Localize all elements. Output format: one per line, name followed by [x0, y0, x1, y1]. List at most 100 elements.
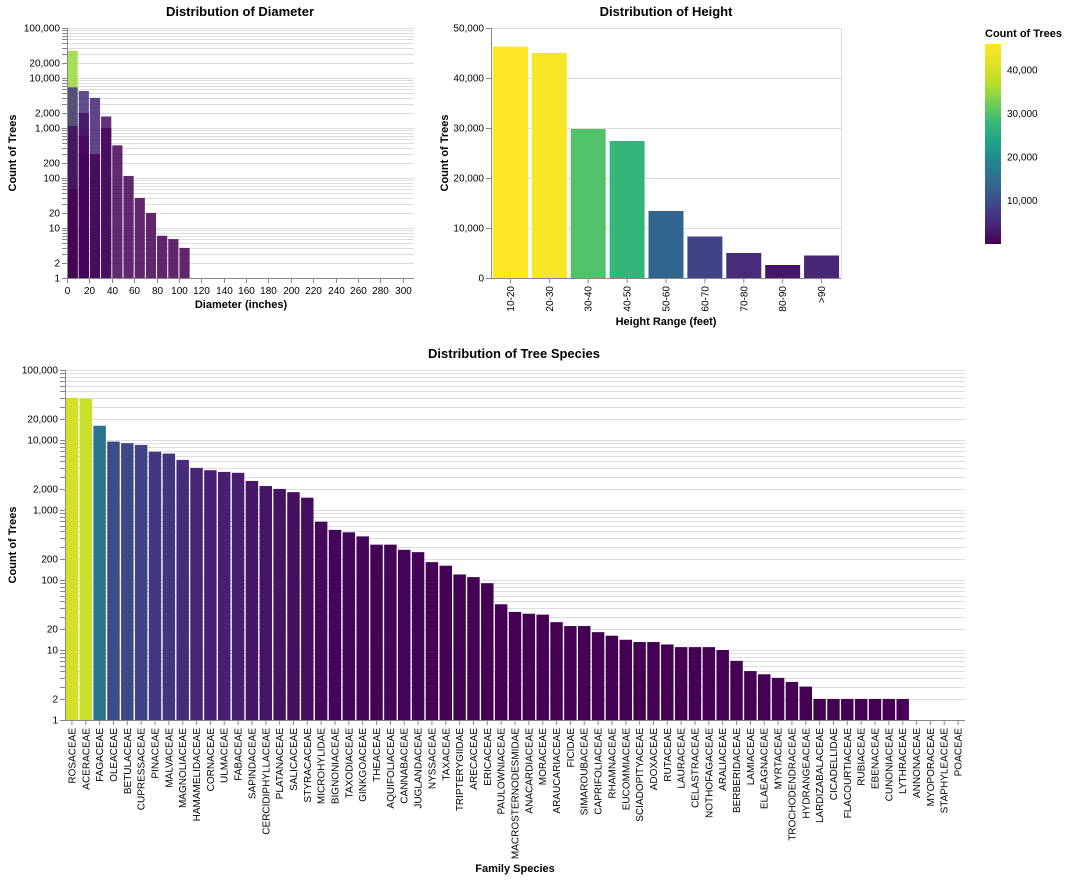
species-x-tick-label: ERICACEAE [483, 728, 494, 786]
height-bar [765, 265, 801, 278]
height-bar [492, 46, 528, 278]
species-chart: Distribution of Tree Species 1 2 10 20 100 20… [7, 346, 965, 875]
height-x-tick-label: 10-20 [506, 286, 517, 312]
diameter-bar [78, 154, 89, 278]
species-x-tick-label: POACEAE [954, 728, 965, 777]
diameter-x-tick-label: 160 [238, 286, 255, 297]
species-bar [619, 639, 632, 720]
species-bar [328, 529, 342, 720]
species-bar [758, 674, 771, 720]
height-bar [687, 236, 723, 278]
species-bar [93, 425, 106, 720]
species-bar [661, 644, 674, 720]
legend-gradient-bar [985, 44, 1001, 244]
species-y-tick-label: 100,000 [22, 366, 59, 377]
height-y-tick-label: 30,000 [453, 124, 484, 135]
species-bar [785, 681, 799, 720]
diameter-y-tick-label: 10,000 [29, 74, 60, 85]
height-y-tick-label: 10,000 [453, 224, 484, 235]
height-y-tick-label: 50,000 [453, 24, 484, 35]
diameter-x-tick-label: 260 [350, 286, 367, 297]
species-x-tick-label: ARECACEAE [469, 728, 480, 790]
species-x-tick-label: CORNACEAE [206, 728, 217, 792]
diameter-axes: 1210201002001,0002,00010,00020,000100,00… [24, 24, 414, 297]
height-y-tick-label: 20,000 [453, 174, 484, 185]
species-bar [190, 467, 203, 720]
species-y-tick-label: 2 [52, 694, 58, 705]
species-x-tick-label: TAXACEAE [441, 728, 452, 781]
species-bar [827, 698, 840, 720]
species-x-tick-label: MYRTACEAE [774, 728, 785, 790]
species-x-tick-label: MAGNOLIACEAE [178, 728, 189, 808]
species-y-tick-label: 1,000 [33, 506, 58, 517]
species-bar [647, 642, 660, 720]
height-x-tick-label: 20-30 [545, 286, 556, 312]
height-y-tick-label: 40,000 [453, 74, 484, 85]
species-x-tick-label: TAXODIACEAE [344, 728, 355, 799]
diameter-x-tick-label: 60 [129, 286, 141, 297]
species-bar [245, 480, 259, 720]
height-chart-title: Distribution of Height [600, 4, 734, 19]
species-x-tick-label: SALICACEAE [289, 728, 300, 791]
height-bar [531, 53, 567, 278]
species-x-tick-label: STYRACACEAE [303, 728, 314, 803]
diameter-bars [67, 50, 190, 279]
diameter-x-tick-label: 0 [65, 286, 71, 297]
species-bar [231, 472, 245, 720]
species-bar [314, 521, 328, 720]
species-bar [79, 398, 92, 720]
diameter-y-tick-label: 10 [49, 224, 61, 235]
species-x-tick-label: OLEACEAE [109, 728, 120, 782]
species-x-tick-label: HYDRANGEACEAE [801, 728, 812, 819]
diameter-x-tick-label: 100 [171, 286, 188, 297]
species-x-tick-label: SCIADOPITYACEAE [635, 728, 646, 822]
species-bar [564, 626, 577, 720]
species-x-tick-label: MORACEAE [538, 728, 549, 786]
species-bar [633, 642, 646, 720]
species-x-tick-label: TRIPTERYGIIDAE [455, 728, 466, 811]
species-bar [342, 532, 356, 720]
species-bar [550, 622, 563, 720]
species-bar [356, 536, 369, 720]
species-x-tick-label: MACROSTERNODESMIDAE [511, 728, 522, 859]
species-bar [716, 650, 729, 720]
species-x-tick-label: LAURACEAE [677, 728, 688, 789]
species-bar [522, 613, 536, 720]
species-x-axis-title: Family Species [475, 863, 555, 875]
diameter-y-tick-label: 20 [49, 208, 61, 219]
species-bar [301, 497, 314, 720]
species-bar [854, 698, 868, 720]
species-bar [134, 444, 148, 720]
height-x-axis-title: Height Range (feet) [616, 316, 717, 328]
species-bar [162, 453, 176, 720]
species-axes: 1 2 10 20 100 200 1,000 2,000 10,000 20,000 100,00… [22, 366, 965, 859]
legend-tick-label: 40,000 [1007, 66, 1038, 77]
diameter-x-tick-label: 80 [152, 286, 164, 297]
species-x-tick-label: CICADELLIDAE [829, 728, 840, 801]
species-x-tick-label: SAPINDACEAE [247, 728, 258, 799]
diameter-bar [145, 212, 157, 278]
species-x-tick-label: CELASTRACEAE [691, 728, 702, 808]
species-bar [605, 635, 619, 720]
species-bar [384, 544, 397, 720]
species-y-tick-label: 1 [52, 716, 58, 727]
height-x-tick-label: 60-70 [700, 286, 711, 312]
species-bar [841, 698, 854, 720]
legend-ticks: 10,000 20,000 30,000 40,000 [1001, 66, 1038, 207]
diameter-y-tick-label: 100 [43, 174, 60, 185]
diameter-chart-title: Distribution of Diameter [166, 4, 314, 19]
species-bars [65, 397, 909, 720]
species-x-tick-label: CERCIDIPHYLLACEAE [261, 728, 272, 835]
species-y-tick-label: 10 [47, 646, 59, 657]
diameter-bar [134, 197, 145, 278]
height-bar [570, 129, 606, 278]
species-bar [744, 671, 757, 720]
height-bar [648, 211, 684, 278]
legend-tick-label: 30,000 [1007, 109, 1038, 120]
species-x-tick-label: MICROHYLIDAE [317, 728, 328, 804]
species-bar [578, 626, 591, 720]
height-bar [609, 141, 645, 278]
species-x-tick-label: NYSSACEAE [427, 728, 438, 789]
species-x-tick-label: ULMACEAE [220, 728, 231, 783]
